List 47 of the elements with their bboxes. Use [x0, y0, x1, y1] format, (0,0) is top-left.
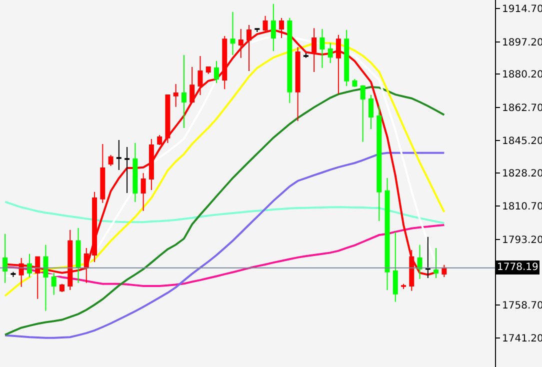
candlestick [148, 138, 154, 190]
candlestick [214, 60, 219, 84]
candlestick [206, 66, 211, 75]
candlestick [43, 244, 48, 312]
candlestick [190, 66, 195, 104]
candlestick [10, 271, 16, 278]
candlestick [165, 94, 170, 144]
candlestick [336, 34, 341, 95]
candlestick [157, 134, 162, 146]
candlestick [376, 105, 382, 222]
candlestick [140, 172, 146, 212]
candlestick [295, 46, 300, 122]
candlestick [2, 233, 8, 284]
candlestick [76, 227, 81, 284]
candlestick [116, 140, 122, 171]
candlestick [392, 231, 398, 302]
candlestick [100, 143, 106, 204]
line-series [4, 200, 446, 224]
candlestick [132, 142, 138, 202]
candlestick [352, 78, 358, 88]
candlestick [173, 83, 178, 108]
candlestick [108, 154, 114, 167]
candlestick [124, 146, 130, 194]
candlestick [401, 283, 406, 290]
candlestick [60, 283, 64, 293]
candlestick [425, 236, 430, 278]
candlestick [344, 29, 350, 87]
line-series [4, 152, 446, 339]
candlestick [368, 94, 374, 130]
candlestick [360, 84, 366, 142]
candlestick [328, 42, 333, 64]
candlestick [230, 11, 236, 56]
candlestick [51, 272, 56, 296]
ref-line-label: 1778.19 [497, 262, 538, 273]
candlestick [254, 28, 260, 33]
candlestick [320, 28, 325, 68]
candlestick [384, 178, 390, 290]
candlestick [270, 3, 276, 52]
line-series [4, 86, 446, 336]
candlestick [181, 54, 186, 129]
candlestick [222, 36, 228, 90]
candlestick [434, 247, 439, 278]
candlestick [198, 56, 203, 96]
candlestick [417, 244, 422, 280]
candlestick [92, 191, 98, 262]
candlestick [303, 52, 308, 58]
candlestick [287, 18, 292, 104]
